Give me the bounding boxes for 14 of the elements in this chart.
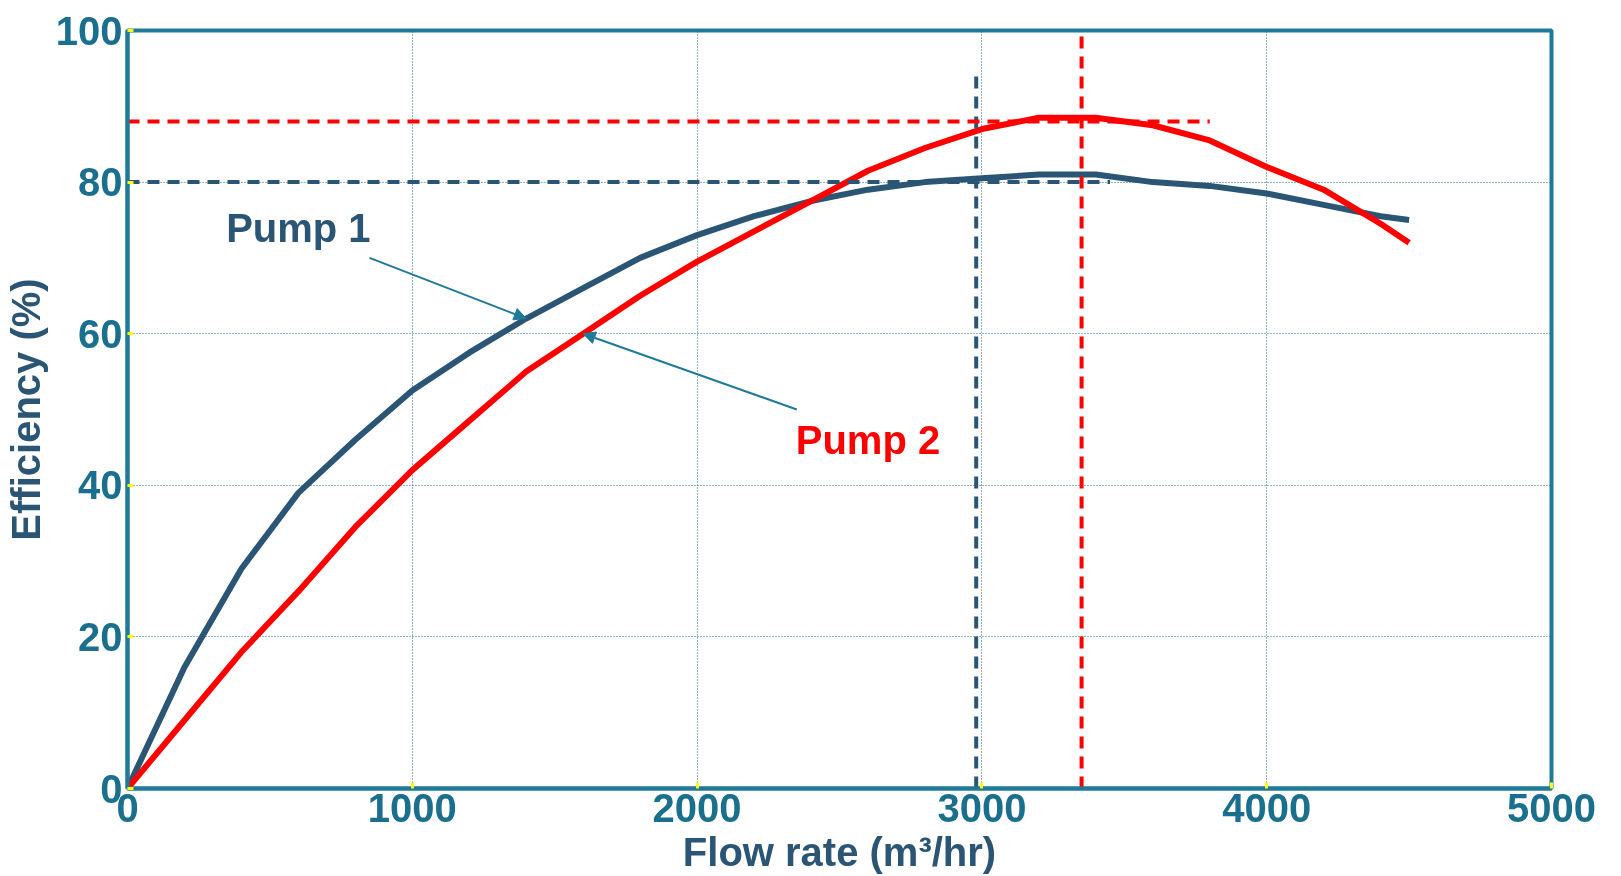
y-axis-title: Efficiency (%) (3, 278, 48, 541)
x-tick-label: 5000 (1507, 785, 1596, 830)
y-tick-label: 100 (55, 8, 123, 53)
x-tick-label: 4000 (1222, 785, 1312, 830)
x-axis-title: Flow rate (m³/hr) (682, 829, 997, 874)
x-tick-label: 1000 (367, 785, 457, 830)
x-tick-label: 2000 (652, 785, 742, 830)
y-tick-label: 20 (78, 614, 123, 659)
y-tick-label: 80 (78, 160, 123, 205)
text: Pump 1 (226, 205, 371, 250)
y-tick-label: 40 (78, 463, 123, 508)
text: Pump 2 (795, 417, 941, 462)
y-tick-label: 60 (78, 311, 123, 356)
x-tick-label: 3000 (937, 785, 1027, 830)
